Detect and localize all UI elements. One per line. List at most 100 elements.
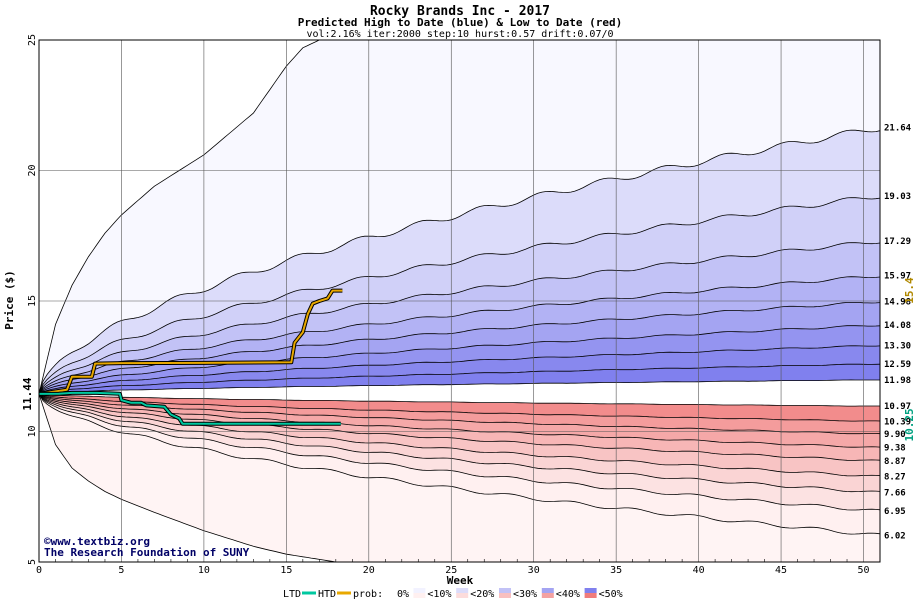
probability-bands [38,39,881,563]
y-tick-label: 25 [27,34,38,46]
legend-swatch-red [541,593,554,598]
band-boundary-line [38,393,881,535]
upper-band-area [39,242,880,394]
lower-band-area [39,393,880,476]
legend-item: <10% [413,588,451,600]
band-boundary-line [38,302,881,395]
y-tick-label: 20 [27,164,38,176]
htd-series-line [38,289,343,395]
band-boundary-line [38,345,881,395]
grid-lines [39,40,880,562]
upper-band-area [39,325,880,394]
band-end-label: 8.87 [884,457,906,467]
lower-band-area [39,393,880,510]
credit-site: ©www.textbiz.org [44,535,150,548]
upper-band-area [39,197,880,394]
band-boundary-line [38,393,881,477]
band-end-label: 14.08 [884,321,911,331]
legend-prob-label: prob: [353,589,383,600]
band-boundary-line [38,393,880,407]
legend-htd-label: HTD [318,589,336,600]
chart-subtitle: Predicted High to Date (blue) & Low to D… [298,16,623,29]
band-boundary-line [38,242,881,395]
upper-band-area [39,302,880,394]
band-end-label: 15.97 [884,272,911,282]
lower-band-area [39,393,880,461]
band-end-label: 9.38 [884,444,906,454]
x-tick-label: 45 [775,565,787,576]
legend: LTD HTD prob: 0% <10% <20% <30% <40% <50% [283,588,623,600]
band-end-label: 14.98 [884,298,911,308]
legend-item-label: <30% [513,589,537,600]
legend-item: <30% [499,588,537,600]
upper-band-area [39,364,880,394]
start-price-label: 11.44 [21,377,34,410]
chart-parameters: vol:2.16% iter:2000 step:10 hurst:0.57 d… [306,29,613,40]
band-end-label: 21.64 [884,124,912,134]
y-tick-label: 10 [27,425,38,437]
upper-band-area [39,345,880,394]
band-end-label: 19.03 [884,192,911,202]
plot-frame [38,39,881,563]
lower-band-area [39,393,880,434]
legend-swatch-blue [541,588,554,593]
chart-title: Rocky Brands Inc - 2017 [370,4,550,19]
legend-swatch-red [584,593,597,598]
legend-probability-items: 0% <10% <20% <30% <40% <50% [383,588,623,600]
legend-item: <40% [541,588,580,600]
upper-band-area [39,40,880,394]
legend-item: <50% [584,588,623,600]
legend-item-label: <10% [427,589,451,600]
ltd-end-label: 10.25 [903,408,916,441]
lower-band-area [39,393,880,422]
band-end-label: 6.95 [884,507,906,517]
legend-swatch-blue [413,588,426,593]
band-boundary-line [38,197,881,395]
legend-item-label: <50% [599,589,623,600]
band-end-labels: 21.64 19.03 17.29 15.97 14.98 14.08 13.30 12.59… [884,124,912,542]
band-end-label: 10.39 [884,417,911,427]
y-tick-label: 5 [27,559,38,565]
band-boundary-line [38,393,881,422]
y-axis-label: Price ($) [3,270,16,330]
band-end-label: 11.98 [884,376,911,386]
series-lines [38,288,343,426]
x-tick-label: 0 [36,565,42,576]
legend-swatch-red [413,593,426,598]
x-tick-label: 35 [610,565,622,576]
x-tick-label: 20 [363,565,375,576]
band-end-label: 8.27 [884,473,906,483]
band-end-label: 10.97 [884,402,911,412]
htd-end-label: 15.4 [903,277,916,304]
legend-ltd-label: LTD [283,589,301,600]
legend-item-label: <20% [470,589,494,600]
lower-band-area [39,393,880,492]
x-tick-label: 25 [445,565,457,576]
lower-band-area [39,393,880,535]
legend-swatch-blue [383,588,395,593]
legend-swatch-blue [499,588,511,593]
band-boundary-line [38,379,880,395]
band-boundary-line [38,325,881,395]
x-tick-label: 40 [693,565,705,576]
legend-swatch-red [383,593,395,598]
band-boundary-line [38,393,881,448]
upper-band-area [39,130,880,394]
band-boundary-line [38,393,881,511]
lower-band-area [39,393,880,562]
band-boundary-line [38,129,881,395]
legend-item-label: <40% [556,589,580,600]
band-end-label: 7.66 [884,489,906,499]
legend-swatch-red [456,593,469,598]
lower-band-area [39,393,880,448]
legend-item-label: 0% [397,589,409,600]
band-boundary-line [38,276,881,395]
x-axis-label: Week [447,574,474,587]
legend-swatch-blue [456,588,469,593]
legend-swatch-red [499,593,511,598]
x-axis-ticks: 0 5 10 15 20 25 30 35 40 45 50 [36,559,881,576]
x-tick-label: 5 [118,565,124,576]
y-axis-ticks: 5 10 15 20 25 [27,34,38,565]
band-boundary-line [38,363,881,395]
